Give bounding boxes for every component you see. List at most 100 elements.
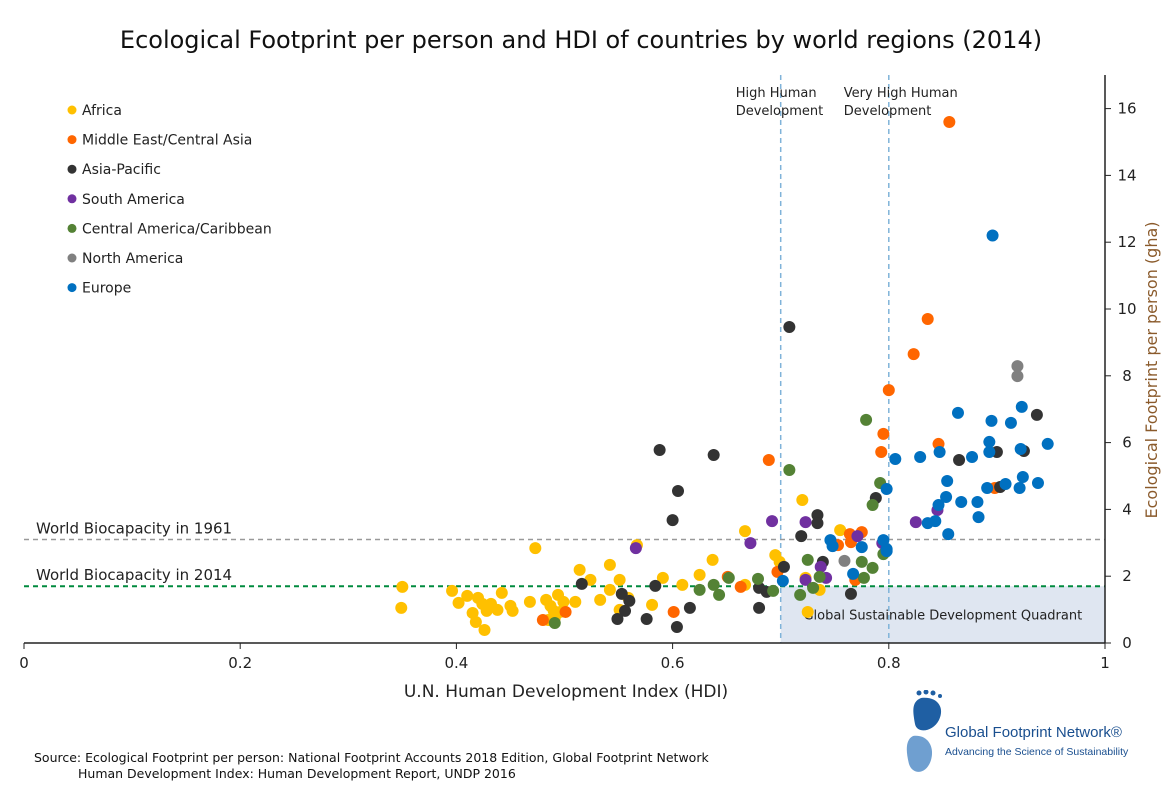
point-europe	[1016, 471, 1029, 484]
point-asia-pacific	[670, 620, 683, 633]
legend-marker	[67, 253, 77, 263]
point-africa	[461, 589, 474, 602]
legend-label: Central America/Caribbean	[82, 221, 272, 237]
point-europe	[932, 499, 945, 512]
biocapacity-label: World Biocapacity in 1961	[36, 519, 232, 537]
point-africa	[796, 494, 809, 507]
point-europe	[986, 229, 999, 242]
point-africa	[834, 524, 847, 537]
legend-label: Asia-Pacific	[82, 162, 161, 178]
point-asia-pacific	[811, 517, 824, 530]
point-africa	[801, 605, 814, 618]
point-africa	[603, 558, 616, 571]
point-africa	[466, 606, 479, 619]
point-europe	[914, 450, 927, 463]
point-africa	[478, 623, 491, 636]
point-asia-pacific	[619, 604, 632, 617]
hdi-threshold-label: High Human Development	[736, 86, 824, 119]
point-south-america	[851, 530, 864, 543]
point-europe	[855, 541, 868, 554]
point-europe	[941, 475, 954, 488]
point-south-america	[799, 573, 812, 586]
source-line-1: Source: Ecological Footprint per person:…	[34, 750, 709, 765]
point-middle-east-central-asia	[667, 605, 680, 618]
point-africa	[693, 568, 706, 581]
point-central-america-caribbean	[860, 413, 873, 426]
point-central-america-caribbean	[857, 571, 870, 584]
point-asia-pacific	[640, 612, 653, 625]
legend-marker	[67, 164, 77, 174]
hdi-threshold-label: Very High Human Development	[844, 86, 958, 119]
point-south-america	[814, 560, 827, 573]
legend-marker	[67, 194, 77, 204]
point-europe	[971, 496, 984, 509]
x-axis-label: U.N. Human Development Index (HDI)	[404, 682, 728, 702]
gfn-logo: Global Footprint Network® Advancing the …	[903, 690, 1161, 780]
legend-label: Africa	[82, 103, 122, 119]
point-africa	[452, 596, 465, 609]
point-middle-east-central-asia	[882, 384, 895, 397]
point-africa	[523, 595, 536, 608]
point-asia-pacific	[653, 443, 666, 456]
point-asia-pacific	[575, 577, 588, 590]
point-europe	[955, 496, 968, 509]
source-line-2: Human Development Index: Human Developme…	[78, 766, 516, 781]
point-asia-pacific	[623, 594, 636, 607]
point-central-america-caribbean	[866, 561, 879, 574]
point-europe	[1041, 437, 1054, 450]
point-africa	[469, 615, 482, 628]
point-africa	[396, 580, 409, 593]
point-central-america-caribbean	[751, 572, 764, 585]
point-europe	[981, 482, 994, 495]
point-middle-east-central-asia	[536, 613, 549, 626]
point-africa	[395, 601, 408, 614]
point-middle-east-central-asia	[762, 453, 775, 466]
x-tick-label: 0.2	[228, 654, 252, 672]
point-north-america	[838, 554, 851, 567]
point-asia-pacific	[672, 485, 685, 498]
point-europe	[1013, 482, 1026, 495]
point-central-america-caribbean	[713, 588, 726, 601]
point-asia-pacific	[649, 579, 662, 592]
x-tick-label: 0.6	[661, 654, 685, 672]
x-tick-label: 0	[19, 654, 29, 672]
point-europe	[983, 445, 996, 458]
legend-label: Europe	[82, 281, 131, 297]
point-europe	[877, 534, 890, 547]
point-europe	[880, 545, 893, 558]
point-asia-pacific	[777, 560, 790, 573]
chart-title: Ecological Footprint per person and HDI …	[120, 26, 1042, 54]
point-asia-pacific	[783, 321, 796, 334]
point-africa	[706, 553, 719, 566]
point-central-america-caribbean	[767, 584, 780, 597]
point-asia-pacific	[795, 530, 808, 543]
y-tick-label: 12	[1117, 233, 1136, 251]
point-asia-pacific	[615, 587, 628, 600]
point-central-america-caribbean	[707, 578, 720, 591]
point-middle-east-central-asia	[943, 115, 956, 128]
point-europe	[983, 435, 996, 448]
point-middle-east-central-asia	[907, 348, 920, 361]
point-middle-east-central-asia	[877, 427, 890, 440]
y-tick-label: 6	[1122, 434, 1132, 452]
point-central-america-caribbean	[794, 588, 807, 601]
point-asia-pacific	[953, 453, 966, 466]
point-central-america-caribbean	[548, 616, 561, 629]
y-tick-label: 0	[1122, 634, 1132, 652]
point-europe	[1014, 442, 1027, 455]
point-central-america-caribbean	[801, 553, 814, 566]
point-asia-pacific	[753, 601, 766, 614]
sustainable-quadrant	[780, 586, 1105, 643]
point-europe	[889, 452, 902, 465]
y-tick-label: 14	[1117, 166, 1136, 184]
point-europe	[985, 414, 998, 427]
legend-label: North America	[82, 251, 183, 267]
source-note: Source: Ecological Footprint per person:…	[34, 750, 709, 782]
point-europe	[826, 540, 839, 553]
legend-label: Middle East/Central Asia	[82, 133, 252, 149]
legend-marker	[67, 283, 77, 293]
legend-marker	[67, 105, 77, 115]
y-tick-label: 4	[1122, 500, 1132, 518]
point-africa	[613, 573, 626, 586]
point-europe	[972, 511, 985, 524]
